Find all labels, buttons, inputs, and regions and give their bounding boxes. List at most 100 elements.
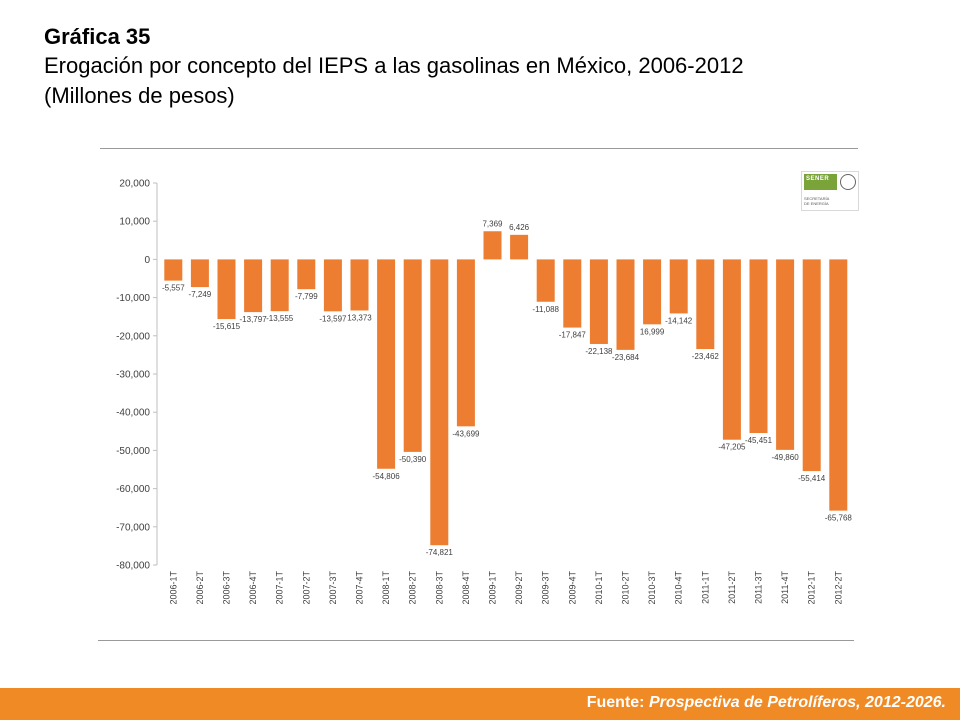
bar <box>323 259 342 312</box>
x-tick-label: 2007-1T <box>275 571 285 605</box>
data-label: -65,768 <box>825 514 853 523</box>
y-tick-label: -20,000 <box>116 331 150 342</box>
y-tick-label: -70,000 <box>116 522 150 533</box>
data-label: -13,597 <box>319 314 347 323</box>
data-label: -50,390 <box>399 455 427 464</box>
bar <box>217 259 236 320</box>
bar <box>563 259 582 328</box>
data-label: -55,414 <box>798 474 826 483</box>
x-tick-label: 2007-4T <box>355 571 365 605</box>
bar <box>536 259 555 302</box>
logo-word: SENER <box>806 176 830 182</box>
bar <box>776 259 795 450</box>
bar <box>616 259 635 350</box>
bar <box>430 259 449 546</box>
bar <box>643 259 662 325</box>
bar <box>483 231 502 260</box>
x-tick-label: 2009-1T <box>488 571 498 605</box>
x-tick-label: 2010-3T <box>647 571 657 605</box>
sener-logo: SENER SECRETARÍA DE ENERGÍA <box>801 171 859 211</box>
x-tick-label: 2008-4T <box>461 571 471 605</box>
bar <box>164 259 183 281</box>
data-label: -22,138 <box>585 347 613 356</box>
x-tick-label: 2010-2T <box>621 571 631 605</box>
x-tick-label: 2011-2T <box>727 571 737 604</box>
footer-label: Fuente: <box>586 694 645 711</box>
footer-source-text: Prospectiva de Petrolíferos, 2012-2026. <box>648 694 946 711</box>
x-tick-label: 2010-4T <box>674 571 684 605</box>
x-tick-label: 2006-1T <box>168 571 178 605</box>
logo-line-2: DE ENERGÍA <box>804 201 829 206</box>
data-label: -45,451 <box>745 436 773 445</box>
x-tick-label: 2012-2T <box>833 571 843 605</box>
x-tick-label: 2009-2T <box>514 571 524 605</box>
x-tick-label: 2010-1T <box>594 571 604 605</box>
x-tick-label: 2006-3T <box>222 571 232 605</box>
data-label: -15,615 <box>213 322 241 331</box>
bar <box>244 259 263 313</box>
x-tick-label: 2011-3T <box>754 571 764 604</box>
bar <box>350 259 369 311</box>
x-tick-label: 2007-2T <box>301 571 311 605</box>
x-tick-label: 2006-4T <box>248 571 258 605</box>
bar <box>190 259 209 288</box>
data-label: -14,142 <box>665 316 693 325</box>
data-label: -49,860 <box>772 453 800 462</box>
title-block: Gráfica 35 Erogación por concepto del IE… <box>44 22 744 111</box>
bar <box>377 259 396 469</box>
data-label: -47,205 <box>718 443 746 452</box>
data-label: 16,999 <box>640 327 665 336</box>
x-tick-label: 2012-1T <box>807 571 817 605</box>
data-label: -7,249 <box>189 290 212 299</box>
y-tick-label: -30,000 <box>116 370 150 381</box>
bar <box>749 259 768 434</box>
x-tick-label: 2008-2T <box>408 571 418 605</box>
data-label: -23,462 <box>692 352 720 361</box>
bar <box>669 259 688 314</box>
data-label: -43,699 <box>452 429 480 438</box>
chart-title: Erogación por concepto del IEPS a las ga… <box>44 53 744 78</box>
y-tick-label: -10,000 <box>116 293 150 304</box>
chart-units: (Millones de pesos) <box>44 83 235 108</box>
footer-bar: Fuente: Prospectiva de Petrolíferos, 201… <box>0 688 960 720</box>
data-label: -5,557 <box>162 284 185 293</box>
x-tick-label: 2009-4T <box>567 571 577 605</box>
bar <box>829 259 848 511</box>
x-tick-label: 2009-3T <box>541 571 551 605</box>
data-label: 6,426 <box>509 223 530 232</box>
logo-line-1: SECRETARÍA <box>804 196 830 201</box>
chart-number: Gráfica 35 <box>44 24 151 49</box>
top-rule <box>100 148 858 149</box>
data-label: -7,799 <box>295 292 318 301</box>
y-tick-label: 0 <box>144 255 150 266</box>
x-tick-label: 2006-2T <box>195 571 205 605</box>
data-label: -17,847 <box>559 331 587 340</box>
bar <box>696 259 715 350</box>
x-tick-label: 2007-3T <box>328 571 338 605</box>
y-tick-label: -80,000 <box>116 561 150 572</box>
data-label: -23,684 <box>612 353 640 362</box>
logo-badge <box>804 174 837 190</box>
bar <box>297 259 316 290</box>
x-tick-label: 2008-1T <box>381 571 391 605</box>
bottom-rule <box>98 640 854 641</box>
y-tick-label: -60,000 <box>116 484 150 495</box>
y-tick-label: 20,000 <box>119 179 150 190</box>
y-tick-label: 10,000 <box>119 217 150 228</box>
x-tick-label: 2011-4T <box>780 571 790 604</box>
data-label: -13,797 <box>240 315 268 324</box>
data-label: 13,373 <box>347 313 372 322</box>
bar <box>589 259 608 344</box>
footer-source: Fuente: Prospectiva de Petrolíferos, 201… <box>587 694 946 712</box>
data-label: 7,369 <box>482 219 503 228</box>
bar <box>802 259 821 472</box>
bar <box>270 259 289 312</box>
data-label: -13,555 <box>266 314 294 323</box>
bar <box>456 259 475 427</box>
y-tick-label: -40,000 <box>116 408 150 419</box>
bar <box>510 234 529 260</box>
data-label: -54,806 <box>373 472 401 481</box>
seal-icon <box>840 174 856 190</box>
bar <box>722 259 741 440</box>
